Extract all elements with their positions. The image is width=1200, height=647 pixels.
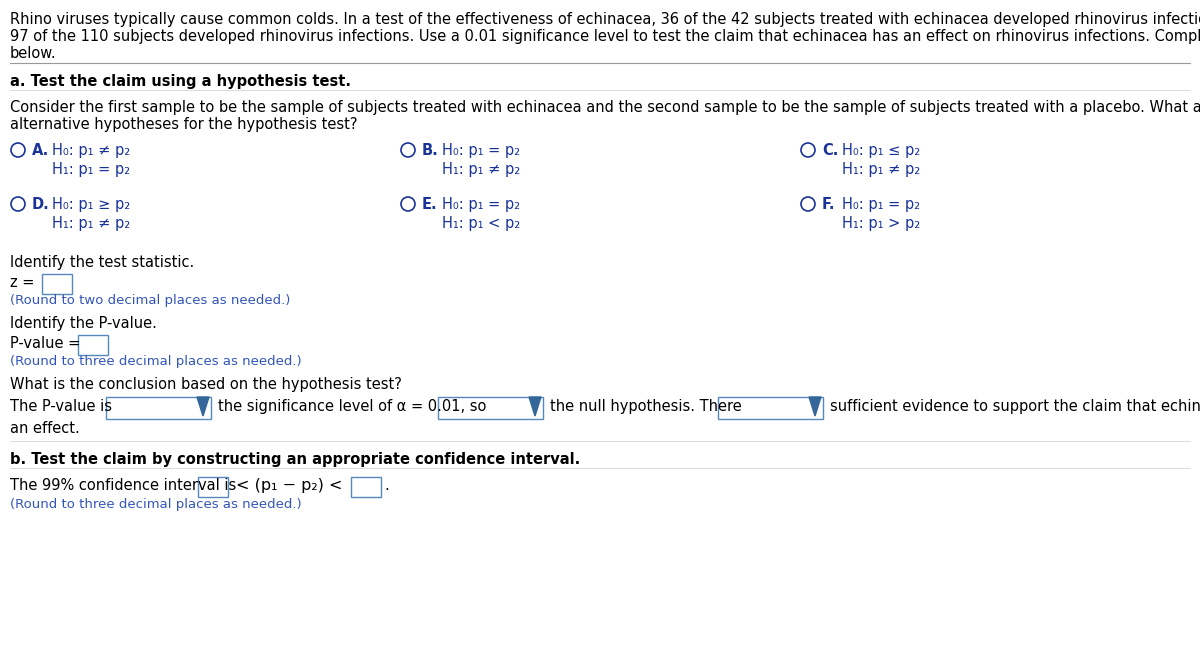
- Text: D.: D.: [32, 197, 49, 212]
- Text: H₀: p₁ = p₂: H₀: p₁ = p₂: [842, 197, 920, 212]
- Text: The 99% confidence interval is: The 99% confidence interval is: [10, 478, 236, 493]
- Text: H₀: p₁ = p₂: H₀: p₁ = p₂: [442, 143, 520, 158]
- Polygon shape: [529, 397, 541, 416]
- Text: H₀: p₁ ≠ p₂: H₀: p₁ ≠ p₂: [52, 143, 131, 158]
- Bar: [438, 397, 542, 419]
- Text: the null hypothesis. There: the null hypothesis. There: [550, 399, 742, 414]
- Text: b. Test the claim by constructing an appropriate confidence interval.: b. Test the claim by constructing an app…: [10, 452, 581, 467]
- Text: Identify the test statistic.: Identify the test statistic.: [10, 255, 194, 270]
- Text: H₁: p₁ < p₂: H₁: p₁ < p₂: [442, 216, 521, 231]
- Text: A.: A.: [32, 143, 49, 158]
- Bar: [42, 274, 72, 294]
- Text: below.: below.: [10, 46, 56, 61]
- Bar: [106, 397, 211, 419]
- Text: H₁: p₁ ≠ p₂: H₁: p₁ ≠ p₂: [52, 216, 131, 231]
- Text: H₁: p₁ ≠ p₂: H₁: p₁ ≠ p₂: [442, 162, 521, 177]
- Text: the significance level of α = 0.01, so: the significance level of α = 0.01, so: [218, 399, 486, 414]
- Polygon shape: [809, 397, 821, 416]
- Text: Rhino viruses typically cause common colds. In a test of the effectiveness of ec: Rhino viruses typically cause common col…: [10, 12, 1200, 27]
- Text: sufficient evidence to support the claim that echinacea treatment has: sufficient evidence to support the claim…: [830, 399, 1200, 414]
- Text: Consider the first sample to be the sample of subjects treated with echinacea an: Consider the first sample to be the samp…: [10, 100, 1200, 115]
- Text: 97 of the 110 subjects developed rhinovirus infections. Use a 0.01 significance : 97 of the 110 subjects developed rhinovi…: [10, 29, 1200, 44]
- Text: What is the conclusion based on the hypothesis test?: What is the conclusion based on the hypo…: [10, 377, 402, 392]
- Text: H₁: p₁ = p₂: H₁: p₁ = p₂: [52, 162, 130, 177]
- Polygon shape: [197, 397, 209, 416]
- Text: H₁: p₁ ≠ p₂: H₁: p₁ ≠ p₂: [842, 162, 920, 177]
- Bar: [352, 477, 382, 497]
- Text: E.: E.: [422, 197, 438, 212]
- Text: C.: C.: [822, 143, 839, 158]
- Text: z =: z =: [10, 275, 38, 290]
- Text: an effect.: an effect.: [10, 421, 79, 436]
- Bar: [78, 335, 108, 355]
- Text: H₀: p₁ ≤ p₂: H₀: p₁ ≤ p₂: [842, 143, 920, 158]
- Bar: [718, 397, 823, 419]
- Text: H₀: p₁ = p₂: H₀: p₁ = p₂: [442, 197, 520, 212]
- Text: The P-value is: The P-value is: [10, 399, 112, 414]
- Text: H₁: p₁ > p₂: H₁: p₁ > p₂: [842, 216, 920, 231]
- Text: P-value =: P-value =: [10, 336, 85, 351]
- Text: Identify the P-value.: Identify the P-value.: [10, 316, 157, 331]
- Text: alternative hypotheses for the hypothesis test?: alternative hypotheses for the hypothesi…: [10, 117, 358, 132]
- Text: (Round to three decimal places as needed.): (Round to three decimal places as needed…: [10, 498, 301, 511]
- Text: < (p₁ − p₂) <: < (p₁ − p₂) <: [236, 478, 342, 493]
- Text: (Round to three decimal places as needed.): (Round to three decimal places as needed…: [10, 355, 301, 368]
- Text: H₀: p₁ ≥ p₂: H₀: p₁ ≥ p₂: [52, 197, 131, 212]
- Text: .: .: [384, 478, 389, 493]
- Text: B.: B.: [422, 143, 439, 158]
- Text: F.: F.: [822, 197, 835, 212]
- Text: (Round to two decimal places as needed.): (Round to two decimal places as needed.): [10, 294, 290, 307]
- Text: a. Test the claim using a hypothesis test.: a. Test the claim using a hypothesis tes…: [10, 74, 352, 89]
- Bar: [198, 477, 228, 497]
